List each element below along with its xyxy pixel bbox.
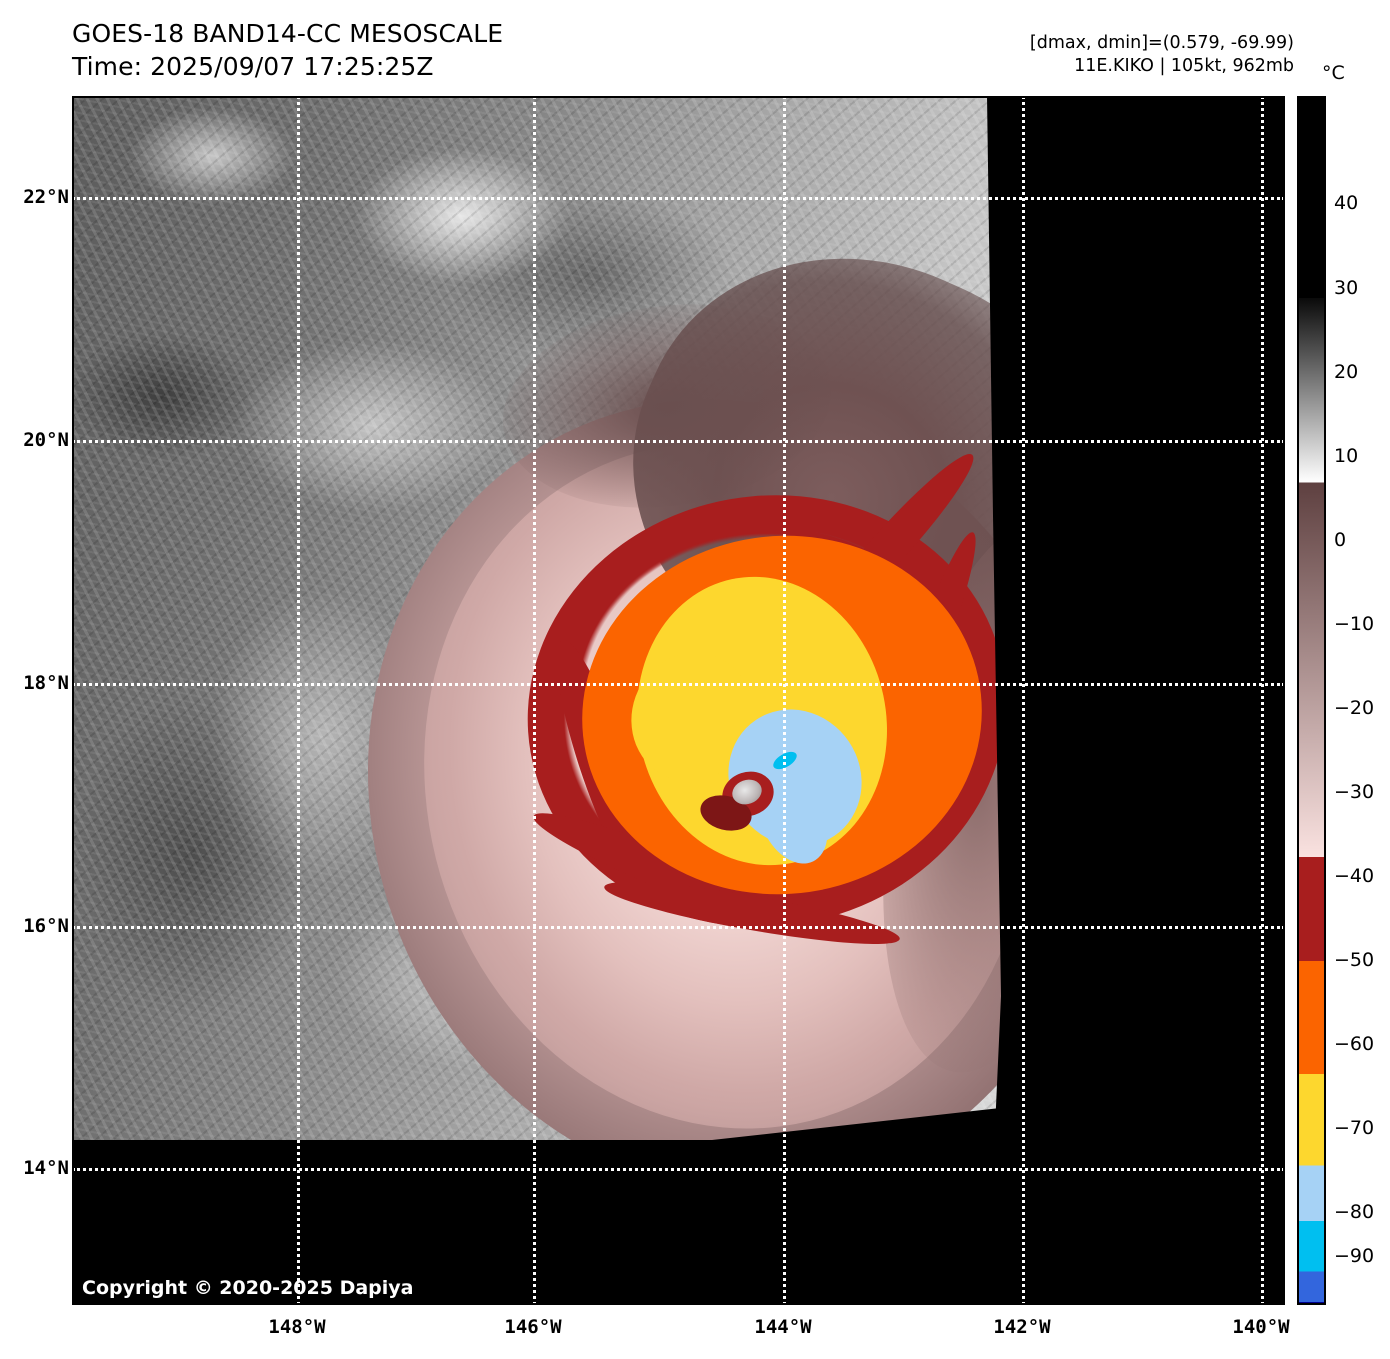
lat-tick-20n: 20°N xyxy=(23,429,69,451)
lat-tick-14n: 14°N xyxy=(23,1157,69,1179)
colorbar-tick-m30: −30 xyxy=(1334,781,1375,803)
lon-tick-146w: 146°W xyxy=(504,1316,562,1338)
colorbar-tick-10: 10 xyxy=(1334,445,1359,467)
gridline-lat-18 xyxy=(72,683,1285,686)
gridline-lon-140 xyxy=(1261,96,1264,1305)
gridline-lat-22 xyxy=(72,197,1285,200)
colorbar-tick-m50: −50 xyxy=(1334,949,1375,971)
lon-tick-140w: 140°W xyxy=(1232,1316,1290,1338)
gridline-lon-144 xyxy=(783,96,786,1305)
lat-tick-18n: 18°N xyxy=(23,672,69,694)
colorbar-gradient xyxy=(1299,98,1324,1303)
colorbar-tick-30: 30 xyxy=(1334,277,1359,299)
colorbar-tick-m80: −80 xyxy=(1334,1201,1375,1223)
satellite-image-plot: Copyright © 2020-2025 Dapiya xyxy=(72,96,1285,1305)
storm-info-label: 11E.KIKO | 105kt, 962mb xyxy=(1074,56,1294,77)
colorbar-tick-m70: −70 xyxy=(1334,1117,1375,1139)
lon-tick-142w: 142°W xyxy=(993,1316,1051,1338)
colorbar-tick-0: 0 xyxy=(1334,529,1347,551)
colorbar-tick-40: 40 xyxy=(1334,192,1359,214)
dmax-dmin-label: [dmax, dmin]=(0.579, -69.99) xyxy=(1029,33,1294,53)
gridline-lon-142 xyxy=(1022,96,1025,1305)
title-block: GOES-18 BAND14-CC MESOSCALE Time: 2025/0… xyxy=(72,18,503,83)
gridline-lon-146 xyxy=(533,96,536,1305)
no-data-region-bottom xyxy=(72,1140,1285,1305)
no-data-region-right xyxy=(987,96,1285,1305)
gridline-lon-148 xyxy=(297,96,300,1305)
lon-tick-144w: 144°W xyxy=(754,1316,812,1338)
copyright-label: Copyright © 2020-2025 Dapiya xyxy=(82,1277,414,1299)
colorbar-tick-m10: −10 xyxy=(1334,613,1375,635)
metadata-block: [dmax, dmin]=(0.579, -69.99) 11E.KIKO | … xyxy=(1030,32,1294,78)
gridline-lat-16 xyxy=(72,926,1285,929)
colorbar-tick-20: 20 xyxy=(1334,361,1359,383)
colorbar-tick-m60: −60 xyxy=(1334,1033,1375,1055)
colorbar-tick-m40: −40 xyxy=(1334,865,1375,887)
page-title: GOES-18 BAND14-CC MESOSCALE xyxy=(72,19,504,48)
lat-tick-22n: 22°N xyxy=(23,186,69,208)
lat-tick-16n: 16°N xyxy=(23,915,69,937)
timestamp-label: Time: 2025/09/07 17:25:25Z xyxy=(72,51,434,81)
gridline-lat-20 xyxy=(72,440,1285,443)
colorbar-unit-label: °C xyxy=(1322,62,1345,84)
colorbar-tick-m20: −20 xyxy=(1334,697,1375,719)
lon-tick-148w: 148°W xyxy=(268,1316,326,1338)
gridline-lat-14 xyxy=(72,1168,1285,1171)
colorbar-tick-m90: −90 xyxy=(1334,1245,1375,1267)
temperature-colorbar xyxy=(1297,96,1326,1305)
